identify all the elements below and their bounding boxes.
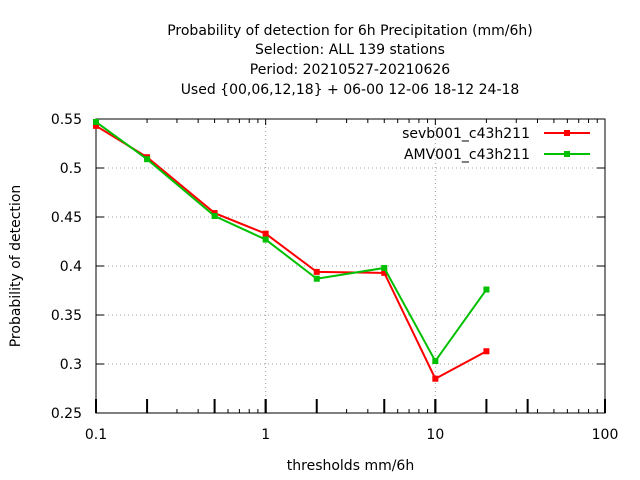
data-point xyxy=(381,264,388,271)
data-point xyxy=(144,156,151,163)
data-point xyxy=(262,230,269,237)
x-tick-label: 0.1 xyxy=(85,427,107,443)
series-line xyxy=(95,121,488,363)
chart-title: Probability of detection for 6h Precipit… xyxy=(167,23,533,98)
data-point xyxy=(93,118,99,125)
title-line: Probability of detection for 6h Precipit… xyxy=(167,23,533,39)
y-axis-label: Probability of detection xyxy=(8,185,24,348)
data-point xyxy=(432,375,439,382)
legend-swatch-marker xyxy=(564,151,570,157)
y-tick-label: 0.55 xyxy=(51,112,82,128)
y-tick-label: 0.5 xyxy=(60,161,82,177)
x-tick-label: 1 xyxy=(261,427,270,443)
legend-swatch-marker xyxy=(564,130,570,136)
legend: sevb001_c43h211 AMV001_c43h211 xyxy=(402,126,590,163)
y-tick-label: 0.25 xyxy=(51,406,82,422)
data-point xyxy=(262,236,269,243)
y-tick-label: 0.4 xyxy=(60,259,82,275)
x-axis-label: thresholds mm/6h xyxy=(287,458,414,474)
grid-lines xyxy=(96,119,605,413)
title-line: Used {00,06,12,18} + 06-00 12-06 18-12 2… xyxy=(181,82,520,98)
legend-label: AMV001_c43h211 xyxy=(404,147,530,163)
tick-labels: 0.25 0.3 0.35 0.4 0.45 0.5 0.55 0.1 1 10 100 xyxy=(51,112,619,443)
y-tick-label: 0.45 xyxy=(51,210,82,226)
data-point xyxy=(93,122,99,129)
title-line: Period: 20210527-20210626 xyxy=(250,62,450,78)
data-point xyxy=(211,213,218,220)
data-point xyxy=(313,268,320,275)
y-tick-label: 0.35 xyxy=(51,308,82,324)
data-point xyxy=(432,358,439,365)
series-layer xyxy=(93,118,490,382)
x-tick-label: 100 xyxy=(592,427,619,443)
y-tick-label: 0.3 xyxy=(60,357,82,373)
plot-frame xyxy=(95,118,606,414)
title-line: Selection: ALL 139 stations xyxy=(255,42,445,58)
data-point xyxy=(381,269,388,276)
series-1 xyxy=(93,118,490,365)
data-point xyxy=(483,348,490,355)
series-line xyxy=(95,125,487,381)
legend-label: sevb001_c43h211 xyxy=(402,126,530,142)
data-point xyxy=(483,286,490,293)
x-tick-label: 10 xyxy=(426,427,444,443)
data-point xyxy=(313,275,320,282)
